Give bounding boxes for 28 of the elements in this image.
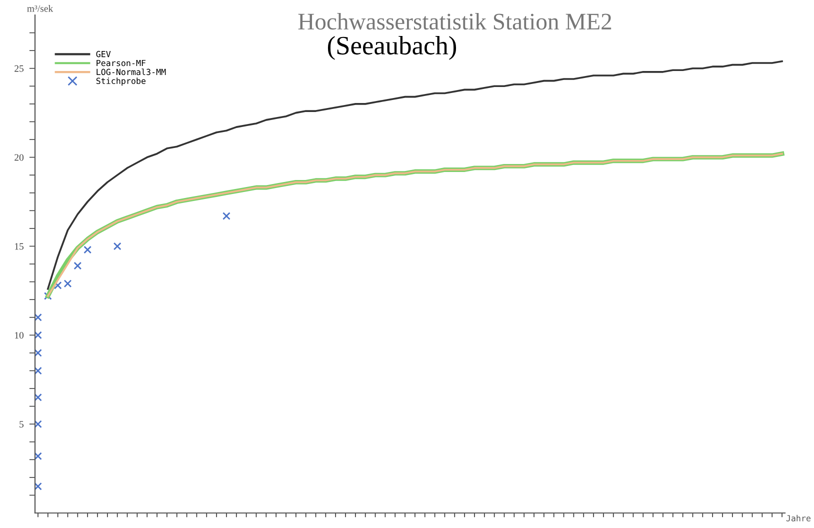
- point: [35, 313, 42, 322]
- y-tick-label: 25: [14, 65, 24, 72]
- point: [64, 280, 72, 288]
- legend-label: Stichprobe: [96, 78, 146, 86]
- y-tick-label: 15: [15, 243, 24, 250]
- point: [35, 366, 42, 375]
- point: [35, 331, 42, 340]
- point: [35, 393, 42, 402]
- point: [113, 242, 122, 250]
- y-tick-label: 5: [20, 421, 24, 428]
- point: [35, 348, 42, 357]
- y-tick-label: 10: [15, 332, 24, 339]
- legend-label: GEV: [96, 50, 111, 58]
- text: (Seeaubach): [328, 36, 456, 60]
- point: [84, 246, 92, 254]
- point: [35, 452, 42, 460]
- point: [35, 420, 42, 428]
- point: [35, 482, 42, 490]
- point: [74, 262, 82, 270]
- point: [54, 281, 62, 290]
- y-tick-label: 20: [14, 154, 24, 161]
- y-axis-title: m³/sek: [27, 5, 54, 12]
- point: [222, 212, 230, 220]
- line-series: [46, 60, 783, 290]
- chart-title: Hochwasserstatistik Station ME2: [298, 13, 612, 30]
- legend-label: LOG-Normal3-MM: [96, 68, 166, 76]
- legend-label: Pearson-MF: [96, 60, 146, 66]
- x-axis-title: Jahre: [786, 514, 811, 522]
